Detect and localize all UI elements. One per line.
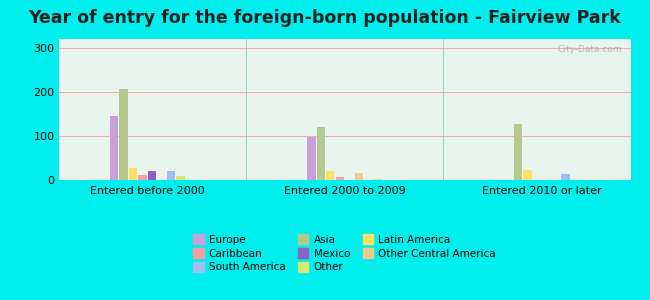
Legend: Europe, Caribbean, South America, Asia, Mexico, Other, Latin America, Other Cent: Europe, Caribbean, South America, Asia, … — [189, 230, 500, 277]
Bar — [129, 168, 137, 180]
Bar — [120, 89, 128, 180]
Text: City-Data.com: City-Data.com — [557, 45, 622, 54]
Bar — [354, 172, 363, 180]
Bar — [561, 174, 569, 180]
Bar — [317, 127, 325, 180]
Text: Year of entry for the foreign-born population - Fairview Park: Year of entry for the foreign-born popul… — [29, 9, 621, 27]
Bar — [374, 179, 382, 180]
Bar — [176, 176, 185, 180]
Bar — [138, 175, 147, 180]
Bar — [110, 116, 118, 180]
Bar — [307, 137, 315, 180]
Bar — [326, 171, 335, 180]
Bar — [514, 124, 522, 180]
Bar — [335, 177, 344, 180]
Bar — [148, 171, 156, 180]
Bar — [167, 171, 175, 180]
Bar — [523, 170, 532, 180]
